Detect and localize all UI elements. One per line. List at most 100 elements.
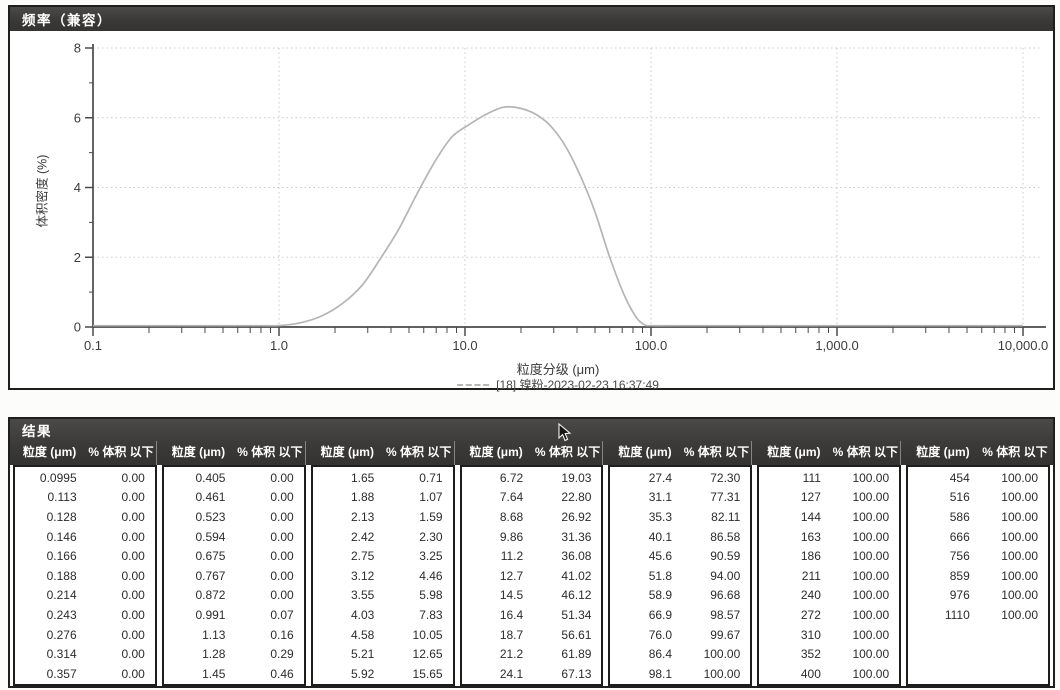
- percent-below-value: 100.00: [852, 568, 890, 583]
- size-value: 756: [949, 549, 970, 564]
- percent-below-value: 100.00: [852, 647, 890, 662]
- table-row: 8.68 26.92: [462, 507, 602, 527]
- table-row: 400 100.00: [759, 664, 899, 684]
- percent-below-value: 0.00: [121, 627, 145, 642]
- table-row: 18.7 56.61: [462, 625, 602, 645]
- percent-column-header: % 体积 以下: [386, 445, 452, 459]
- results-table-group: 6.72 19.03 7.64 22.80 8.68 26.92 9.86 31.36 11.2…: [459, 465, 604, 686]
- percent-below-value: 3.25: [419, 549, 443, 564]
- percent-column-header: % 体积 以下: [683, 445, 750, 459]
- table-row: 240 100.00: [759, 586, 899, 606]
- size-value: 21.2: [499, 647, 524, 662]
- y-tick-label: 8: [74, 41, 81, 56]
- table-row: 0.166 0.00: [15, 546, 155, 566]
- table-row: 127 100.00: [759, 488, 899, 508]
- size-value: 40.1: [648, 529, 673, 544]
- results-table-group: 111 100.00 127 100.00 144 100.00 163 100.00 186 1…: [757, 465, 902, 686]
- size-value: 4.03: [350, 607, 375, 622]
- percent-below-value: 86.58: [710, 529, 741, 544]
- table-row: 3.55 5.98: [313, 586, 453, 606]
- legend-dash-icon: [457, 383, 490, 386]
- percent-below-value: 0.29: [270, 647, 294, 662]
- size-value: 58.9: [648, 588, 673, 603]
- size-value: 11.2: [500, 549, 524, 564]
- size-value: 516: [949, 490, 970, 505]
- table-row: 144 100.00: [759, 507, 899, 527]
- table-row: 51.8 94.00: [610, 566, 750, 586]
- table-row: 0.188 0.00: [15, 566, 155, 586]
- mouse-cursor-icon: [558, 423, 572, 442]
- percent-below-value: 31.36: [561, 529, 592, 544]
- percent-below-value: 0.00: [121, 588, 145, 603]
- table-row: 0.128 0.00: [15, 507, 155, 527]
- table-row: 272 100.00: [759, 605, 899, 625]
- percent-below-value: 94.00: [710, 568, 741, 583]
- size-value: 240: [800, 588, 821, 603]
- size-value: 211: [801, 568, 821, 583]
- table-row: 0.314 0.00: [15, 644, 155, 664]
- table-row: 12.7 41.02: [462, 566, 602, 586]
- percent-below-value: 0.00: [270, 549, 294, 564]
- percent-below-value: 100.00: [1001, 588, 1038, 603]
- percent-below-value: 0.00: [270, 490, 294, 505]
- table-row: 1.45 0.46: [164, 664, 304, 684]
- size-value: 0.113: [47, 490, 77, 505]
- results-table-group: 27.4 72.30 31.1 77.31 35.3 82.11 40.1 86.58 45.6…: [608, 465, 753, 686]
- size-value: 24.1: [499, 666, 524, 681]
- table-row: 1110 100.00: [908, 605, 1048, 625]
- y-tick-label: 4: [74, 180, 81, 195]
- percent-below-value: 100.00: [703, 666, 741, 681]
- table-row: 40.1 86.58: [610, 527, 750, 547]
- percent-below-value: 7.83: [419, 607, 443, 622]
- table-row: 11.2 36.08: [462, 546, 602, 566]
- table-row: 7.64 22.80: [462, 488, 602, 508]
- percent-below-value: 46.12: [561, 588, 592, 603]
- percent-below-value: 0.00: [121, 470, 145, 485]
- table-row: 666 100.00: [908, 527, 1048, 547]
- size-value: 0.276: [46, 627, 77, 642]
- percent-below-value: 5.98: [419, 588, 443, 603]
- percent-below-value: 10.05: [412, 627, 443, 642]
- size-column-header: 粒度 (μm): [22, 445, 77, 459]
- size-value: 0.872: [195, 588, 226, 603]
- results-group-header: 粒度 (μm) % 体积 以下: [608, 441, 753, 465]
- table-row: 9.86 31.36: [462, 527, 602, 547]
- size-value: 1.13: [202, 627, 226, 642]
- size-column-header: 粒度 (μm): [916, 445, 970, 459]
- results-group-header: 粒度 (μm) % 体积 以下: [757, 441, 902, 465]
- table-row: 111 100.00: [759, 468, 899, 488]
- size-value: 0.146: [46, 529, 77, 544]
- percent-below-value: 0.00: [121, 509, 145, 524]
- percent-below-value: 100.00: [703, 647, 741, 662]
- percent-below-value: 41.02: [561, 568, 592, 583]
- percent-below-value: 100.00: [852, 509, 890, 524]
- table-row: 0.0995 0.00: [15, 468, 155, 488]
- size-value: 0.314: [46, 647, 77, 662]
- table-row: 211 100.00: [759, 566, 899, 586]
- distribution-curve: [92, 105, 1023, 327]
- percent-below-value: 2.30: [419, 529, 443, 544]
- y-tick-label: 6: [74, 110, 81, 125]
- results-table-group: 454 100.00 516 100.00 586 100.00 666 100.00 756 1…: [906, 465, 1050, 686]
- percent-below-value: 1.07: [419, 490, 443, 505]
- table-row: 16.4 51.34: [462, 605, 602, 625]
- percent-below-value: 22.80: [561, 490, 592, 505]
- table-row: 352 100.00: [759, 644, 899, 664]
- percent-below-value: 100.00: [852, 470, 890, 485]
- size-value: 163: [800, 529, 821, 544]
- percent-below-value: 0.00: [270, 509, 294, 524]
- results-group-header: 粒度 (μm) % 体积 以下: [460, 441, 604, 465]
- percent-below-value: 0.00: [270, 588, 294, 603]
- table-row: 2.42 2.30: [313, 527, 453, 547]
- frequency-chart: 0 2 4 6 8 0.1 1.0 10.0 100.0 1,000.0 10,000.0: [74, 41, 1049, 354]
- percent-below-value: 4.46: [419, 568, 443, 583]
- percent-below-value: 0.00: [121, 568, 145, 583]
- size-value: 9.86: [499, 529, 524, 544]
- size-value: 0.243: [46, 607, 77, 622]
- table-row: 66.9 98.57: [610, 605, 750, 625]
- size-column-header: 粒度 (μm): [171, 445, 226, 459]
- size-value: 1110: [944, 607, 970, 622]
- table-row: 76.0 99.67: [610, 625, 750, 645]
- table-row: 0.405 0.00: [164, 468, 304, 488]
- size-value: 0.214: [46, 588, 77, 603]
